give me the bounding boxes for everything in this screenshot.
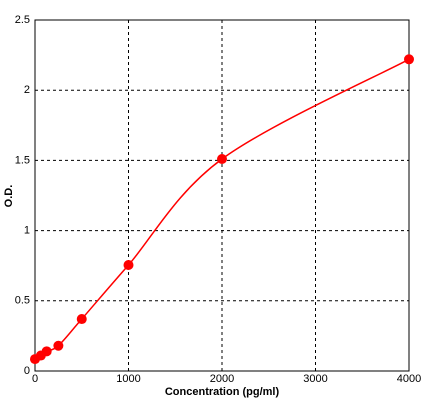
x-tick-label: 0 [32, 373, 38, 385]
y-tick-label: 0.5 [15, 295, 30, 307]
y-tick-label: 2.5 [15, 14, 30, 26]
x-tick-label: 2000 [210, 373, 234, 385]
data-point [76, 314, 87, 325]
x-axis-label: Concentration (pg/ml) [165, 386, 280, 398]
data-point [404, 54, 414, 65]
plot-frame [34, 19, 410, 372]
data-point [217, 153, 227, 164]
data-point [53, 340, 64, 351]
data-point [41, 346, 52, 357]
x-tick-label: 4000 [397, 373, 421, 385]
y-tick-label: 1.5 [15, 154, 30, 166]
y-tick-label: 2 [24, 84, 30, 96]
data-point [123, 259, 134, 270]
x-tick-label: 3000 [303, 373, 327, 385]
x-tick-label: 1000 [116, 373, 140, 385]
y-tick-label: 1 [24, 225, 30, 237]
y-axis-label: O.D. [3, 185, 15, 208]
y-tick-label: 0 [24, 365, 30, 377]
